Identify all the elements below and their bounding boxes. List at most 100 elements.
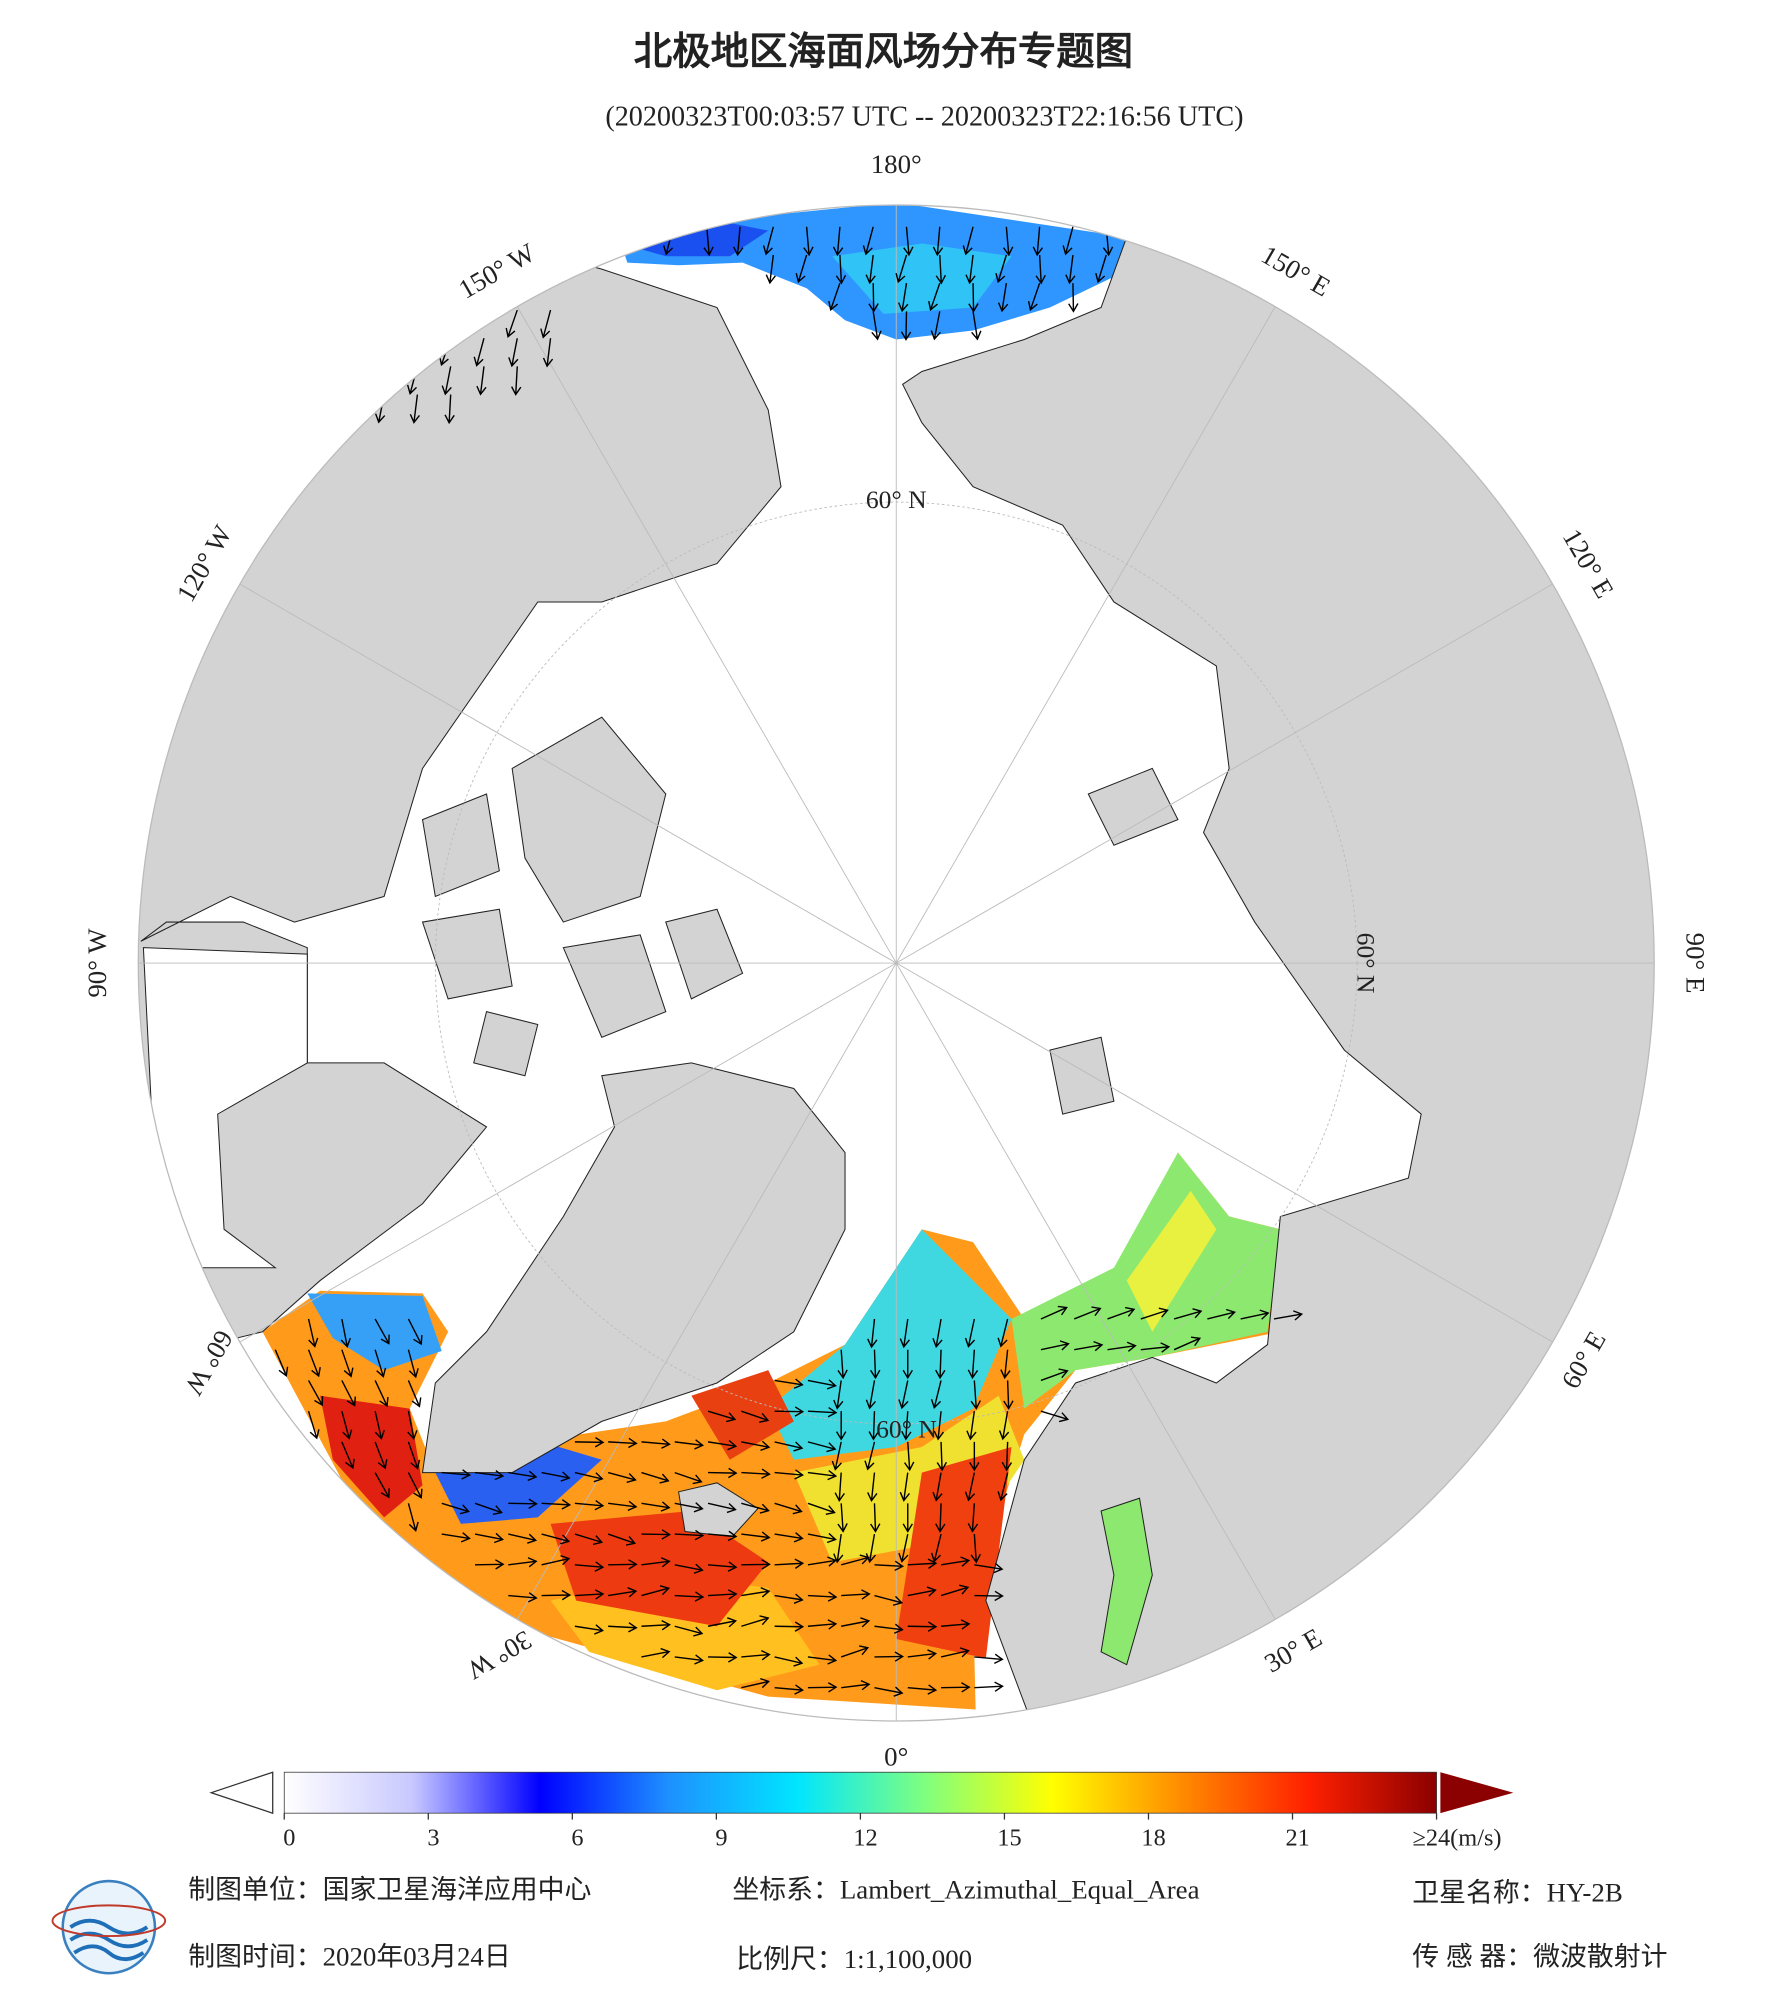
map-border: [137, 204, 1655, 1722]
wind-arrow: [900, 311, 912, 341]
wind-arrow: [708, 1652, 738, 1663]
wind-arrow: [341, 1349, 354, 1378]
wind-arrow: [997, 1472, 1009, 1502]
wind-arrow: [898, 1533, 909, 1563]
wind-arrow: [902, 1349, 913, 1380]
wind-arrow: [441, 1469, 472, 1480]
logo: [51, 1879, 167, 1975]
wind-arrow: [862, 226, 874, 256]
wind-arrow: [707, 1530, 738, 1542]
wind-arrow: [374, 1380, 389, 1408]
wind-arrow: [703, 226, 714, 257]
wind-arrow: [774, 1406, 805, 1417]
wind-arrow: [803, 226, 814, 257]
wind-arrow: [841, 1554, 870, 1566]
footer-coordinate-system: 坐标系：Lambert_Azimuthal_Equal_Area: [732, 1875, 1199, 1905]
wind-arrow: [674, 1471, 703, 1485]
wind-arrow: [935, 254, 947, 285]
wind-arrow: [935, 1349, 946, 1380]
wind-arrow: [407, 1411, 418, 1441]
wind-arrow: [574, 1533, 604, 1546]
wind-arrow: [374, 1318, 390, 1345]
wind-arrow: [864, 1441, 876, 1471]
wind-arrow: [774, 1502, 803, 1515]
wind-arrow: [741, 1440, 771, 1451]
wind-arrow: [511, 366, 522, 396]
wind-arrow: [1073, 1306, 1102, 1320]
wind-arrow: [1035, 254, 1046, 285]
wind-arrow: [867, 1472, 878, 1503]
wind-arrow: [833, 1380, 844, 1410]
wind-arrow: [774, 1441, 804, 1452]
wind-arrow: [674, 1502, 704, 1513]
colorbar: 0 3 6 9 12 15 18 21 ≥24(m/s): [209, 1771, 1514, 1852]
wind-arrow: [774, 1378, 804, 1389]
wind-arrow: [542, 338, 554, 368]
latitude-label: 60° N: [876, 1415, 937, 1444]
wind-arrows: [274, 226, 1304, 1697]
wind-arrow: [932, 226, 944, 257]
longitude-label: 90° E: [1680, 933, 1710, 994]
land-island: [562, 934, 667, 1038]
wind-arrow: [974, 1681, 1004, 1692]
wind-arrow: [940, 1584, 970, 1597]
wind-arrow: [674, 1529, 705, 1541]
wind-arrow: [974, 1562, 1004, 1574]
wind-arrow: [307, 1318, 319, 1348]
wind-arrow: [807, 1532, 837, 1544]
wind-arrow: [966, 1411, 977, 1441]
wind-arrow: [1173, 1308, 1203, 1320]
wind-arrow: [707, 1439, 738, 1451]
wind-arrow: [865, 1380, 877, 1410]
wind-arrow: [608, 1622, 638, 1633]
land-island: [473, 1011, 539, 1077]
wind-arrow: [835, 1411, 847, 1441]
wind-arrow: [508, 1470, 538, 1482]
latitude-label: 60° N: [866, 485, 927, 514]
wind-arrow: [641, 1647, 671, 1659]
wind-arrow: [774, 1656, 804, 1667]
wind-arrow: [441, 1532, 471, 1543]
wind-arrow: [574, 1499, 605, 1511]
wind-arrow: [969, 1441, 980, 1472]
wind-arrow: [871, 311, 882, 341]
wind-arrow: [1000, 1349, 1011, 1380]
land-iceland: [678, 1482, 759, 1538]
wind-arrow: [1062, 226, 1074, 256]
wind-arrow: [940, 1556, 971, 1567]
wind-arrow: [641, 1438, 671, 1449]
wind-arrow: [441, 366, 452, 396]
wind-arrow: [607, 1533, 637, 1546]
wind-arrow: [970, 1380, 981, 1410]
longitude-label: 0°: [884, 1742, 908, 1772]
wind-arrow: [1040, 1410, 1070, 1423]
meridian: [516, 962, 897, 1620]
wind-arrow: [762, 226, 775, 256]
wind-patch: [550, 1511, 769, 1627]
wind-arrow: [608, 1559, 638, 1570]
wind-arrow: [1040, 1305, 1068, 1320]
wind-arrow: [407, 1380, 422, 1408]
wind-arrow: [1173, 1336, 1202, 1351]
wind-arrow: [707, 1410, 737, 1423]
wind-arrow: [774, 1593, 804, 1604]
wind-arrow: [741, 1468, 771, 1479]
meridian: [239, 583, 897, 964]
wind-arrow: [967, 1503, 979, 1533]
colorbar-bar: [283, 1771, 1437, 1814]
wind-arrow: [807, 1654, 838, 1665]
wind-arrow: [907, 1649, 938, 1660]
wind-arrow: [1001, 1441, 1013, 1472]
wind-arrow: [928, 282, 941, 312]
wind-arrow: [641, 1585, 671, 1597]
wind-arrow: [707, 1502, 737, 1514]
colorbar-tick-label: 15: [997, 1825, 1021, 1852]
wind-arrow: [841, 1680, 871, 1691]
wind-arrow: [674, 1625, 704, 1637]
wind-arrow: [508, 1592, 538, 1603]
wind-arrow: [741, 1649, 771, 1661]
wind-arrow: [902, 1503, 913, 1533]
meridian: [516, 306, 897, 964]
wind-arrow: [474, 1502, 503, 1516]
wind-arrow: [841, 1589, 871, 1600]
